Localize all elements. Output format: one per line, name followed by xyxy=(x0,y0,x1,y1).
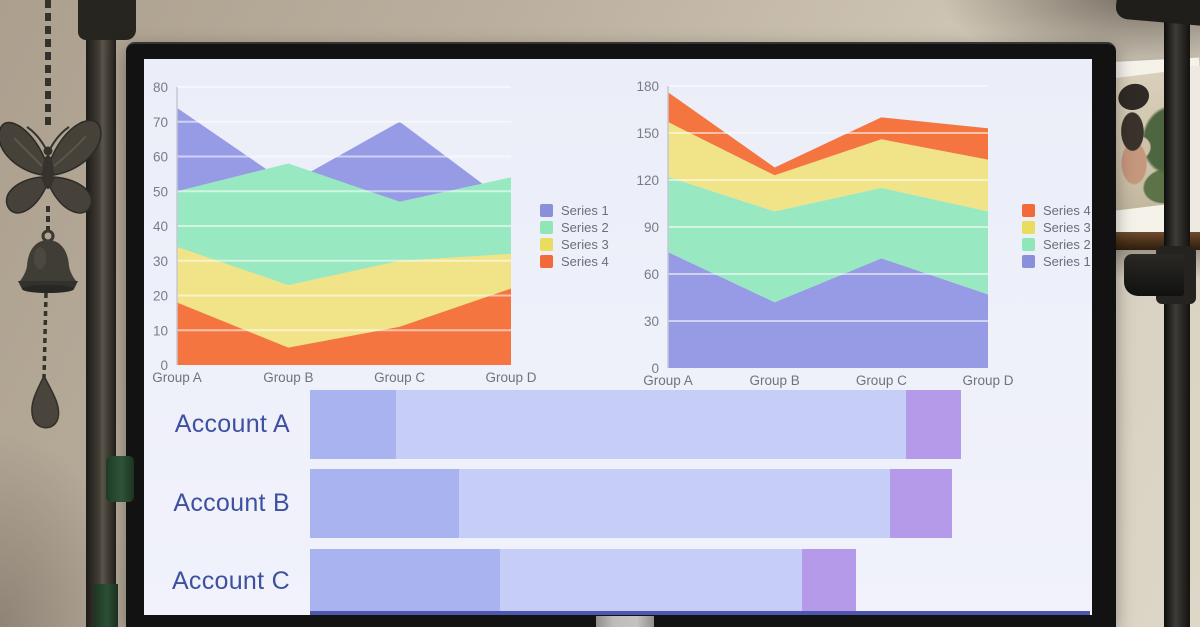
legend-item: Series 3 xyxy=(540,238,609,251)
legend-swatch-icon xyxy=(540,221,553,234)
legend-right: Series 4 Series 3 Series 2 Series 1 xyxy=(1022,204,1091,268)
pole-foot-green-icon xyxy=(94,584,118,627)
y-tick-label: 60 xyxy=(644,267,659,282)
x-axis-label: Group B xyxy=(263,370,313,385)
legend-label: Series 4 xyxy=(561,254,609,269)
monitor-stand xyxy=(596,616,654,627)
bar-segment xyxy=(906,390,961,459)
x-axis-label: Group D xyxy=(485,370,536,385)
y-tick-label: 80 xyxy=(153,80,168,95)
paper-sheet xyxy=(1190,66,1200,234)
bell-ornament-icon xyxy=(18,229,78,293)
pole-bracket-icon xyxy=(78,0,136,40)
y-tick-label: 60 xyxy=(153,150,168,165)
x-axis-label: Group A xyxy=(152,370,202,385)
legend-item: Series 4 xyxy=(1022,204,1091,217)
x-axis-label: Group C xyxy=(856,373,907,388)
legend-swatch-icon xyxy=(540,255,553,268)
legend-item: Series 2 xyxy=(1022,238,1091,251)
legend-swatch-icon xyxy=(540,238,553,251)
legend-left: Series 1 Series 2 Series 3 Series 4 xyxy=(540,204,609,268)
legend-label: Series 3 xyxy=(561,237,609,252)
bar-segment xyxy=(500,549,802,614)
y-tick-label: 0 xyxy=(160,358,168,373)
bar-segment xyxy=(310,390,396,459)
legend-label: Series 2 xyxy=(561,220,609,235)
legend-item: Series 1 xyxy=(540,204,609,217)
y-tick-label: 150 xyxy=(636,126,659,141)
monitor: 0 10 20 30 40 50 60 70 80 Group A Group B Group C Gr… xyxy=(126,42,1116,627)
bar-segment xyxy=(310,549,500,614)
legend-swatch-icon xyxy=(1022,221,1035,234)
y-tick-label: 70 xyxy=(153,115,168,130)
wind-chime xyxy=(0,0,102,429)
pendant-ornament-icon xyxy=(31,374,60,429)
area-series-1 xyxy=(668,252,988,368)
bar-track xyxy=(310,390,961,459)
y-tick-label: 120 xyxy=(636,173,659,188)
legend-swatch-icon xyxy=(1022,255,1035,268)
x-axis-label: Group D xyxy=(962,373,1013,388)
butterfly-ornament-icon xyxy=(0,119,102,214)
y-tick-label: 90 xyxy=(644,220,659,235)
bar-track xyxy=(310,549,856,614)
y-tick-label: 0 xyxy=(651,361,659,376)
bar-segment xyxy=(802,549,856,614)
area-charts: 0 10 20 30 40 50 60 70 80 Group A Group B Group C Gr… xyxy=(152,79,1014,388)
legend-item: Series 2 xyxy=(540,221,609,234)
x-axis-label: Group C xyxy=(374,370,425,385)
x-axis-label: Group B xyxy=(750,373,800,388)
y-tick-label: 40 xyxy=(153,219,168,234)
bar-segment xyxy=(310,469,459,538)
y-tick-label: 10 xyxy=(153,323,168,338)
legend-swatch-icon xyxy=(1022,204,1035,217)
area-series-4 xyxy=(668,92,988,176)
bar-axis-line xyxy=(310,611,1090,615)
bar-category-label: Account A xyxy=(174,410,290,438)
bar-segment xyxy=(459,469,890,538)
legend-swatch-icon xyxy=(1022,238,1035,251)
legend-label: Series 3 xyxy=(1043,220,1091,235)
y-tick-label: 20 xyxy=(153,289,168,304)
bar-row: Account C xyxy=(144,549,1092,614)
pole-clamp-green-icon xyxy=(106,456,134,502)
legend-item: Series 4 xyxy=(540,255,609,268)
legend-item: Series 3 xyxy=(1022,221,1091,234)
area-series-3 xyxy=(668,122,988,212)
legend-label: Series 1 xyxy=(1043,254,1091,269)
legend-label: Series 2 xyxy=(1043,237,1091,252)
bar-category-label: Account C xyxy=(171,567,290,595)
x-axis-label: Group A xyxy=(643,373,693,388)
y-tick-label: 180 xyxy=(636,79,659,94)
legend-item: Series 1 xyxy=(1022,255,1091,268)
bar-segment xyxy=(396,390,906,459)
bar-category-label: Account B xyxy=(173,489,290,517)
chart-left: 0 10 20 30 40 50 60 70 80 Group A Group B Group C Gr… xyxy=(152,80,537,385)
y-tick-label: 30 xyxy=(644,314,659,329)
screen: 0 10 20 30 40 50 60 70 80 Group A Group B Group C Gr… xyxy=(144,59,1092,615)
chain-icon xyxy=(42,292,48,379)
area-series-2 xyxy=(668,176,988,303)
bar-segment xyxy=(890,469,952,538)
area-series-4 xyxy=(177,288,511,365)
legend-swatch-icon xyxy=(540,204,553,217)
legend-label: Series 4 xyxy=(1043,203,1091,218)
bar-row: Account A xyxy=(144,390,1092,459)
metal-pole-left xyxy=(86,0,116,627)
bar-row: Account B xyxy=(144,469,1092,538)
bar-track xyxy=(310,469,952,538)
legend-label: Series 1 xyxy=(561,203,609,218)
pole-clamp-icon xyxy=(1124,254,1184,296)
y-tick-label: 30 xyxy=(153,254,168,269)
chart-right: 0 30 60 90 120 150 180 Group A Group B Group C Gro… xyxy=(636,79,1013,388)
metal-pole-right xyxy=(1164,0,1190,627)
y-tick-label: 50 xyxy=(153,184,168,199)
